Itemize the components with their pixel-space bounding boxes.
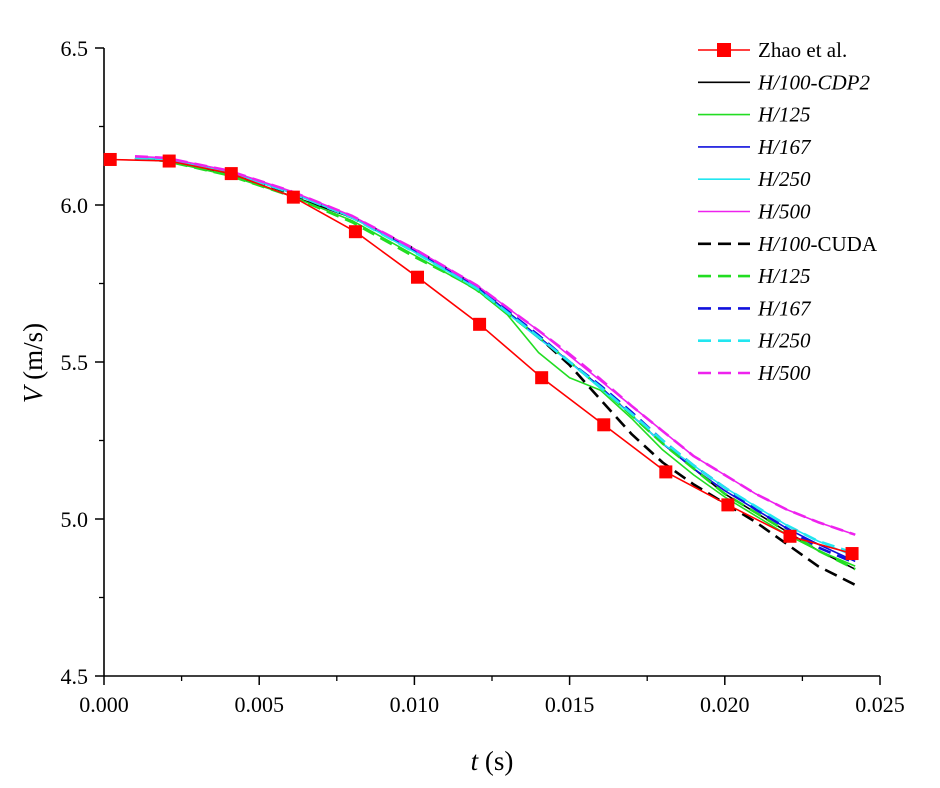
y-axis-variable: V [18,383,48,403]
legend-label-part: Zhao et al. [758,38,847,62]
y-axis-unit: (m/s) [18,323,48,387]
series-6 [134,156,856,587]
legend-label-part: H/500 [757,200,811,224]
legend-label-part: H/100 [757,232,811,256]
x-tick-label: 0.020 [700,692,750,717]
legend-item: H/125 [698,264,811,288]
x-tick-label: 0.000 [79,692,129,717]
data-point [473,317,487,331]
legend-item: H/250 [698,329,811,353]
legend-label-part: -CUDA [811,232,878,256]
data-point [783,529,797,543]
y-tick-label: 5.5 [61,350,89,375]
data-point [162,154,176,168]
legend-item: H/500 [698,200,811,224]
x-axis-title: t (s) [471,746,514,776]
legend-label: Zhao et al. [758,38,847,62]
data-point [411,270,425,284]
data-point [103,152,117,166]
data-point [348,225,362,239]
legend-label: H/500 [757,361,811,385]
series-10 [134,155,856,536]
x-tick-label: 0.010 [390,692,440,717]
legend-item: H/167 [698,135,812,159]
x-tick-label: 0.025 [855,692,905,717]
series-line [134,156,856,555]
legend-label-part: H/167 [757,135,812,159]
legend: Zhao et al. H/100-CDP2 H/125 H/167 H/250 H/50… [698,38,878,385]
legend-label: H/100-CUDA [757,232,878,256]
legend-label: H/167 [757,135,812,159]
series-5 [134,155,856,536]
x-axis-variable: t [471,746,480,776]
series-4 [134,157,856,558]
series-line [134,156,856,587]
legend-item: H/167 [698,296,812,320]
series-line [110,158,853,555]
data-point [845,547,859,561]
series-line [134,155,856,536]
legend-label-part: H/125 [757,264,811,288]
x-tick-label: 0.015 [545,692,595,717]
series-layer [103,152,859,587]
legend-label: H/500 [757,200,811,224]
y-tick-label: 4.5 [61,664,89,689]
legend-label: H/250 [757,167,811,191]
data-point [224,167,238,181]
x-axis-unit: (s) [478,746,513,776]
data-point [286,190,300,204]
series-9 [134,156,856,555]
legend-item: H/100-CDP2 [698,70,870,94]
legend-label-part: H/167 [757,296,812,320]
legend-label-part: H/250 [757,167,811,191]
data-point [535,371,549,385]
legend-item: H/500 [698,361,811,385]
series-line [134,157,856,558]
legend-label: H/167 [757,296,812,320]
y-axis-title: V (m/s) [18,323,48,403]
series-0 [103,152,859,561]
legend-label: H/125 [757,103,811,127]
legend-label-part: H/125 [757,103,811,127]
y-tick-label: 5.0 [61,507,89,532]
legend-marker [717,43,731,57]
axes-layer: 0.000 0.005 0.010 0.015 0.020 0.025 4.5 5.0 5.5 6… [61,36,905,717]
x-tick-label: 0.005 [234,692,284,717]
legend-item: H/125 [698,103,811,127]
legend-label: H/125 [757,264,811,288]
data-point [721,498,735,512]
legend-item: Zhao et al. [698,38,847,62]
legend-item: H/250 [698,167,811,191]
legend-item: H/100-CUDA [698,232,878,256]
y-tick-label: 6.0 [61,193,89,218]
series-line [134,156,856,565]
series-line [134,155,856,536]
legend-label-part: H/100-CDP2 [757,70,870,94]
data-point [597,418,611,432]
y-tick-label: 6.5 [61,36,89,61]
legend-label: H/100-CDP2 [757,70,870,94]
legend-label: H/250 [757,329,811,353]
series-8 [134,156,856,565]
legend-label-part: H/500 [757,361,811,385]
data-point [659,465,673,479]
legend-label-part: H/250 [757,329,811,353]
series-line [134,157,856,570]
series-1 [134,157,856,570]
